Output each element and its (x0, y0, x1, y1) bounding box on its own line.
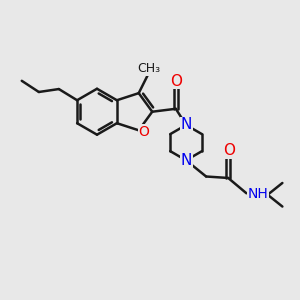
Text: O: O (139, 125, 149, 139)
Text: N: N (180, 118, 192, 133)
Text: NH: NH (247, 188, 268, 202)
Text: N: N (180, 118, 192, 133)
Text: N: N (180, 153, 192, 168)
Text: O: O (223, 143, 235, 158)
Text: CH₃: CH₃ (137, 62, 160, 76)
Text: O: O (170, 74, 182, 88)
